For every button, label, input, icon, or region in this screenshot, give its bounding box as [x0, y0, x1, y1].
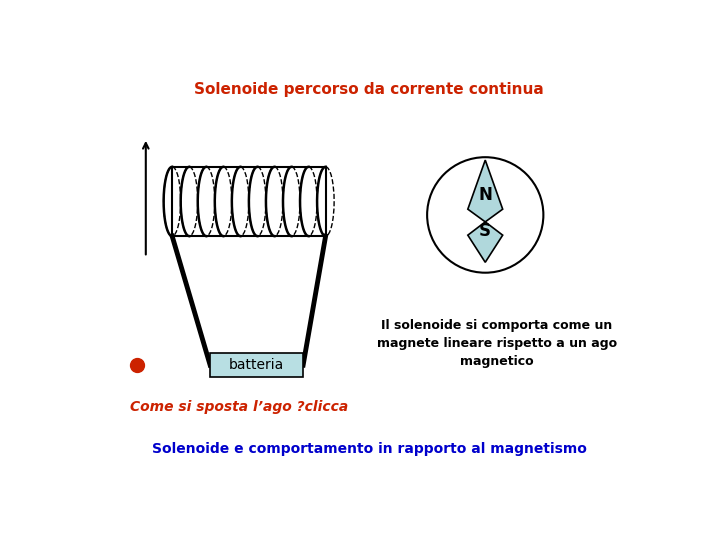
- Text: Come si sposta l’ago ?clicca: Come si sposta l’ago ?clicca: [130, 400, 348, 414]
- Text: Solenoide e comportamento in rapporto al magnetismo: Solenoide e comportamento in rapporto al…: [152, 442, 586, 456]
- Text: N: N: [478, 186, 492, 204]
- Polygon shape: [468, 160, 503, 222]
- Text: Il solenoide si comporta come un
magnete lineare rispetto a un ago
magnetico: Il solenoide si comporta come un magnete…: [377, 319, 617, 368]
- Text: S: S: [480, 222, 491, 240]
- FancyBboxPatch shape: [210, 353, 303, 377]
- Text: Solenoide percorso da corrente continua: Solenoide percorso da corrente continua: [194, 82, 544, 97]
- Polygon shape: [468, 222, 503, 262]
- Text: batteria: batteria: [229, 358, 284, 372]
